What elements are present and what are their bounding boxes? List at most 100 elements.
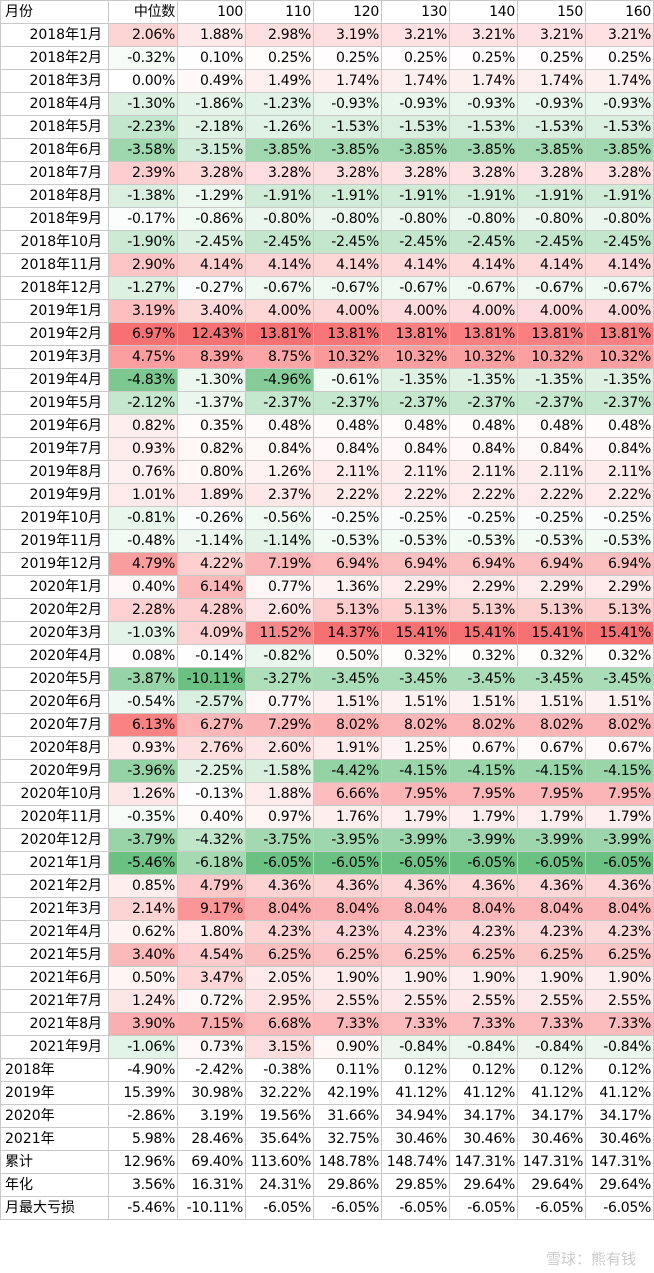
table-cell: -0.53% bbox=[313, 529, 382, 553]
table-cell: 2.29% bbox=[517, 575, 586, 599]
table-cell: 113.60% bbox=[245, 1150, 314, 1174]
table-row: 2019年9月 1.01% 1.89% 2.37% 2.22% 2.22% 2.22% 2.2… bbox=[0, 483, 654, 507]
table-cell: 0.48% bbox=[449, 414, 518, 438]
table-cell: 0.77% bbox=[245, 690, 314, 714]
table-cell: 8.02% bbox=[381, 713, 450, 737]
row-label: 2018年5月 bbox=[0, 115, 109, 139]
row-label: 2021年 bbox=[0, 1127, 109, 1151]
table-cell: 10.32% bbox=[381, 345, 450, 369]
table-cell: 7.19% bbox=[245, 552, 314, 576]
table-cell: 2.29% bbox=[381, 575, 450, 599]
table-cell: 1.74% bbox=[313, 69, 382, 93]
table-cell: -2.37% bbox=[585, 391, 654, 415]
row-label: 2019年11月 bbox=[0, 529, 109, 553]
table-row: 2019年10月 -0.81% -0.26% -0.56% -0.25% -0.25% -0… bbox=[0, 506, 654, 530]
table-cell: 148.74% bbox=[381, 1150, 450, 1174]
table-cell: 2.55% bbox=[381, 989, 450, 1013]
row-label: 2020年9月 bbox=[0, 759, 109, 783]
table-cell: 1.24% bbox=[108, 989, 178, 1013]
table-cell: 0.73% bbox=[177, 1035, 246, 1059]
table-cell: 3.21% bbox=[585, 23, 654, 47]
table-cell: 1.90% bbox=[313, 966, 382, 990]
table-row: 2020年9月 -3.96% -2.25% -1.58% -4.42% -4.15% -4.… bbox=[0, 759, 654, 783]
table-cell: -1.35% bbox=[585, 368, 654, 392]
table-cell: 0.40% bbox=[108, 575, 178, 599]
table-cell: 5.13% bbox=[449, 598, 518, 622]
table-row: 2018年1月 2.06% 1.88% 2.98% 3.19% 3.21% 3.21% 3.2… bbox=[0, 23, 654, 47]
row-label: 2018年3月 bbox=[0, 69, 109, 93]
table-cell: 0.32% bbox=[585, 644, 654, 668]
table-cell: 4.36% bbox=[449, 874, 518, 898]
row-label: 2021年7月 bbox=[0, 989, 109, 1013]
table-cell: 29.64% bbox=[585, 1173, 654, 1197]
table-row: 2021年4月 0.62% 1.80% 4.23% 4.23% 4.23% 4.23% 4.2… bbox=[0, 920, 654, 944]
table-cell: 4.23% bbox=[245, 920, 314, 944]
table-cell: -0.93% bbox=[381, 92, 450, 116]
table-cell: 13.81% bbox=[585, 322, 654, 346]
row-label: 2019年7月 bbox=[0, 437, 109, 461]
table-row: 2020年8月 0.93% 2.76% 2.60% 1.91% 1.25% 0.67% 0.6… bbox=[0, 736, 654, 760]
table-row: 2018年11月 2.90% 4.14% 4.14% 4.14% 4.14% 4.14% 4.… bbox=[0, 253, 654, 277]
row-label: 2018年1月 bbox=[0, 23, 109, 47]
table-cell: -0.53% bbox=[449, 529, 518, 553]
table-cell: -4.90% bbox=[108, 1058, 178, 1082]
table-row: 2020年3月 -1.03% 4.09% 11.52% 14.37% 15.41% 15.4… bbox=[0, 621, 654, 645]
table-cell: -6.05% bbox=[585, 1196, 654, 1220]
table-cell: -1.91% bbox=[449, 184, 518, 208]
table-cell: 1.51% bbox=[313, 690, 382, 714]
table-cell: 4.14% bbox=[313, 253, 382, 277]
table-cell: 69.40% bbox=[177, 1150, 246, 1174]
table-cell: 4.36% bbox=[313, 874, 382, 898]
table-row: 2018年8月 -1.38% -1.29% -1.91% -1.91% -1.91% -1.… bbox=[0, 184, 654, 208]
table-cell: -1.35% bbox=[381, 368, 450, 392]
table-cell: 4.00% bbox=[585, 299, 654, 323]
row-label: 2019年 bbox=[0, 1081, 109, 1105]
table-cell: 147.31% bbox=[585, 1150, 654, 1174]
table-row: 2019年4月 -4.83% -1.30% -4.96% -0.61% -1.35% -1.… bbox=[0, 368, 654, 392]
table-cell: -1.30% bbox=[177, 368, 246, 392]
table-cell: -3.85% bbox=[245, 138, 314, 162]
table-cell: -4.96% bbox=[245, 368, 314, 392]
table-cell: 0.67% bbox=[517, 736, 586, 760]
table-cell: -4.32% bbox=[177, 828, 246, 852]
table-cell: 7.33% bbox=[449, 1012, 518, 1036]
table-cell: 3.40% bbox=[177, 299, 246, 323]
table-cell: -3.45% bbox=[313, 667, 382, 691]
table-cell: 0.82% bbox=[108, 414, 178, 438]
table-cell: -1.03% bbox=[108, 621, 178, 645]
table-cell: -0.25% bbox=[585, 506, 654, 530]
table-row: 2018年5月 -2.23% -2.18% -1.26% -1.53% -1.53% -1.… bbox=[0, 115, 654, 139]
table-cell: 0.97% bbox=[245, 805, 314, 829]
watermark: 雪球：熊有钱 bbox=[545, 1250, 636, 1268]
table-cell: 4.23% bbox=[449, 920, 518, 944]
table-cell: 3.21% bbox=[517, 23, 586, 47]
table-cell: 6.94% bbox=[313, 552, 382, 576]
table-cell: 2.55% bbox=[449, 989, 518, 1013]
table-cell: -3.99% bbox=[449, 828, 518, 852]
row-label: 2019年8月 bbox=[0, 460, 109, 484]
table-row: 2019年7月 0.93% 0.82% 0.84% 0.84% 0.84% 0.84% 0.8… bbox=[0, 437, 654, 461]
table-cell: 0.49% bbox=[177, 69, 246, 93]
table-cell: 41.12% bbox=[517, 1081, 586, 1105]
table-cell: 2.60% bbox=[245, 736, 314, 760]
table-cell: -0.93% bbox=[449, 92, 518, 116]
table-cell: 2.76% bbox=[177, 736, 246, 760]
table-cell: 1.51% bbox=[449, 690, 518, 714]
table-cell: -3.79% bbox=[108, 828, 178, 852]
table-cell: 12.43% bbox=[177, 322, 246, 346]
table-cell: -3.99% bbox=[585, 828, 654, 852]
table-body: 月份 中位数 100 110 120 130 140 150 160 2018年1月 2.06% 1.… bbox=[0, 0, 654, 1220]
table-cell: 3.19% bbox=[108, 299, 178, 323]
table-cell: 6.25% bbox=[245, 943, 314, 967]
row-label: 2019年10月 bbox=[0, 506, 109, 530]
row-label: 2020年 bbox=[0, 1104, 109, 1128]
table-cell: -2.37% bbox=[381, 391, 450, 415]
row-label: 2018年6月 bbox=[0, 138, 109, 162]
table-cell: 3.56% bbox=[108, 1173, 178, 1197]
summary-row: 累计 12.96% 69.40% 113.60% 148.78% 148.74% 147.3… bbox=[0, 1150, 654, 1174]
table-cell: 1.80% bbox=[177, 920, 246, 944]
summary-row: 2021年 5.98% 28.46% 35.64% 32.75% 30.46% 30.46%… bbox=[0, 1127, 654, 1151]
table-cell: 1.25% bbox=[381, 736, 450, 760]
table-row: 2020年12月 -3.79% -4.32% -3.75% -3.95% -3.99% -3… bbox=[0, 828, 654, 852]
table-cell: -0.38% bbox=[245, 1058, 314, 1082]
